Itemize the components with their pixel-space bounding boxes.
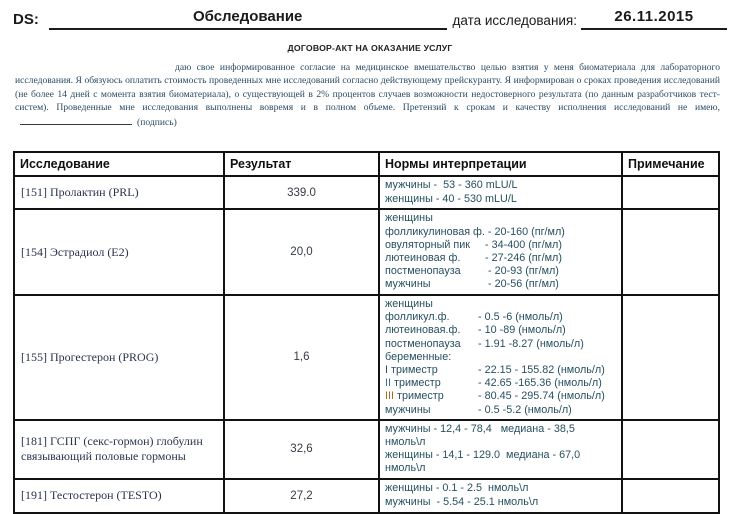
col-header-study: Исследование [13,151,225,178]
norm-line: лютеиновая ф. - 27-246 (пг/мл) [385,252,616,265]
norm-label-prefix: III [385,390,394,403]
norm-label-prefix: II [385,377,391,390]
ds-label: DS: [13,11,39,28]
norm-line: I триместр - 22.15 - 155.82 (нмоль/л) [385,364,616,377]
norm-label: лютеиновая.ф. [385,324,461,337]
report-header: DS: Обследование дата исследования: 26.1… [13,8,727,30]
table-row: [151] Пролактин (PRL) 339.0 мужчины - 53 -… [13,175,720,211]
norm-line: постменопауза - 1.91 -8.27 (нмоль/л) [385,338,616,351]
result-cell: 20,0 [223,208,380,297]
study-name-cell: [191] Тестостерон (TESTO) [13,477,225,514]
norms-cell: женщины фолликулиновая ф. - 20-160 (пг/мл… [378,208,623,297]
norms-cell: женщины - 0.1 - 2.5 нмоль\л мужчины - 5.5… [378,477,623,514]
norm-line: лютеиновая.ф. - 10 -89 (нмоль/л) [385,324,616,337]
norms-cell: мужчины - 12,4 - 78,4 медиана - 38,5 нмол… [378,418,623,480]
note-cell [621,477,720,514]
results-table-body: [151] Пролактин (PRL) 339.0 мужчины - 53 -… [13,175,720,514]
norm-label: постменопауза [385,337,461,350]
norm-value: - 20-160 (пг/мл) [484,225,565,238]
examination-title: Обследование [192,8,303,25]
contract-title: ДОГОВОР-АКТ НА ОКАЗАНИЕ УСЛУГ [287,43,453,53]
col-header-result: Результат [223,151,380,178]
norm-line: постменопауза - 20-93 (пг/мл) [385,265,616,278]
norm-value: - 1.91 -8.27 (нмоль/л) [475,337,584,350]
norms-cell: мужчины - 53 - 360 mLU/L женщины - 40 - 5… [378,175,623,211]
table-row: [154] Эстрадиол (E2) 20,0 женщины фолликули… [13,208,720,297]
note-cell [621,208,720,297]
norm-line: женщины - 0.1 - 2.5 нмоль\л [385,482,529,495]
result-cell: 339.0 [223,175,380,211]
norm-line: фолликул.ф. - 0.5 -6 (нмоль/л) [385,311,616,324]
norm-line: мужчины - 0.5 -5.2 (нмоль/л) [385,404,616,417]
norm-label: фолликулиновая ф. [385,225,485,238]
results-table: Исследование Результат Нормы интерпретац… [13,151,720,514]
norm-value: - 0.5 -6 (нмоль/л) [475,311,563,324]
note-cell [621,418,720,480]
norms-cell: женщины фолликул.ф. - 0.5 -6 (нмоль/л) лют… [378,294,623,421]
result-cell: 32,6 [223,418,380,480]
study-name-cell: [154] Эстрадиол (E2) [13,208,225,297]
norm-line: III триместр - 80.45 - 295.74 (нмоль/л) [385,390,616,403]
norm-label: I триместр [385,364,438,377]
norm-line: мужчины - 12,4 - 78,4 медиана - 38,5 [385,422,575,435]
note-cell [621,294,720,421]
norm-line: овуляторный пик - 34-400 (пг/мл) [385,239,616,252]
result-cell: 27,2 [223,477,380,514]
norm-value: - 20-56 (пг/мл) [482,278,559,291]
norm-value: - 0.5 -5.2 (нмоль/л) [475,403,572,416]
study-date-label: дата исследования: [452,13,577,28]
norm-label: мужчины [385,403,431,416]
norm-line: фолликулиновая ф. - 20-160 (пг/мл) [385,226,616,239]
norm-label: овуляторный пик [385,238,470,251]
norm-line: женщины [385,298,433,311]
study-date-value: 26.11.2015 [614,8,694,25]
norm-line: нмоль\л [385,436,426,449]
norm-line: женщины - 40 - 530 mLU/L [385,192,517,205]
norm-value: - 42.65 -165.36 (нмоль/л) [475,377,602,390]
norm-line: мужчины - 20-56 (пг/мл) [385,278,616,291]
signature-label: (подпись) [137,116,177,128]
norm-value: - 10 -89 (нмоль/л) [475,324,566,337]
study-name-cell: [155] Прогестерон (PROG) [13,294,225,421]
norm-label: III триместр [385,390,444,403]
norm-label: фолликул.ф. [385,311,450,324]
consent-paragraph: даю свое информированное согласие на мед… [15,61,720,129]
norm-label: II триместр [385,377,441,390]
study-name-cell: [151] Пролактин (PRL) [13,175,225,211]
norm-value: - 80.45 - 295.74 (нмоль/л) [475,390,605,403]
table-row: [181] ГСПГ (секс-гормон) глобулин связыв… [13,418,720,480]
col-header-note: Примечание [621,151,720,178]
results-table-head: Исследование Результат Нормы интерпретац… [13,151,720,178]
table-row: [155] Прогестерон (PROG) 1,6 женщины фоллик… [13,294,720,421]
study-name-cell: [181] ГСПГ (секс-гормон) глобулин связыв… [13,418,225,480]
study-date-underline: 26.11.2015 [581,8,727,30]
norm-value: - 34-400 (пг/мл) [482,238,562,251]
norm-line: II триместр - 42.65 -165.36 (нмоль/л) [385,377,616,390]
norm-value: - 20-93 (пг/мл) [482,265,559,278]
norm-label: мужчины [385,278,431,291]
norm-line: нмоль\л [385,462,426,475]
signature-blank [20,115,132,125]
header-row: Исследование Результат Нормы интерпретац… [13,151,720,178]
norm-line: мужчины - 5.54 - 25.1 нмоль\л [385,495,539,508]
norm-value: - 22.15 - 155.82 (нмоль/л) [475,364,605,377]
examination-underline: Обследование [48,8,447,30]
consent-text: даю свое информированное согласие на мед… [15,62,720,114]
norm-line: беременные: [385,350,452,363]
norm-label: постменопауза [385,265,461,278]
col-header-norms: Нормы интерпретации [378,151,623,178]
norm-line: женщины [385,212,433,225]
norm-label: лютеиновая ф. [385,252,461,265]
norm-line: женщины - 14,1 - 129.0 медиана - 67,0 [385,449,581,462]
note-cell [621,175,720,211]
norm-value: - 27-246 (пг/мл) [482,252,562,265]
norm-line: мужчины - 53 - 360 mLU/L [385,179,518,192]
result-cell: 1,6 [223,294,380,421]
table-row: [191] Тестостерон (TESTO) 27,2 женщины - 0… [13,477,720,514]
